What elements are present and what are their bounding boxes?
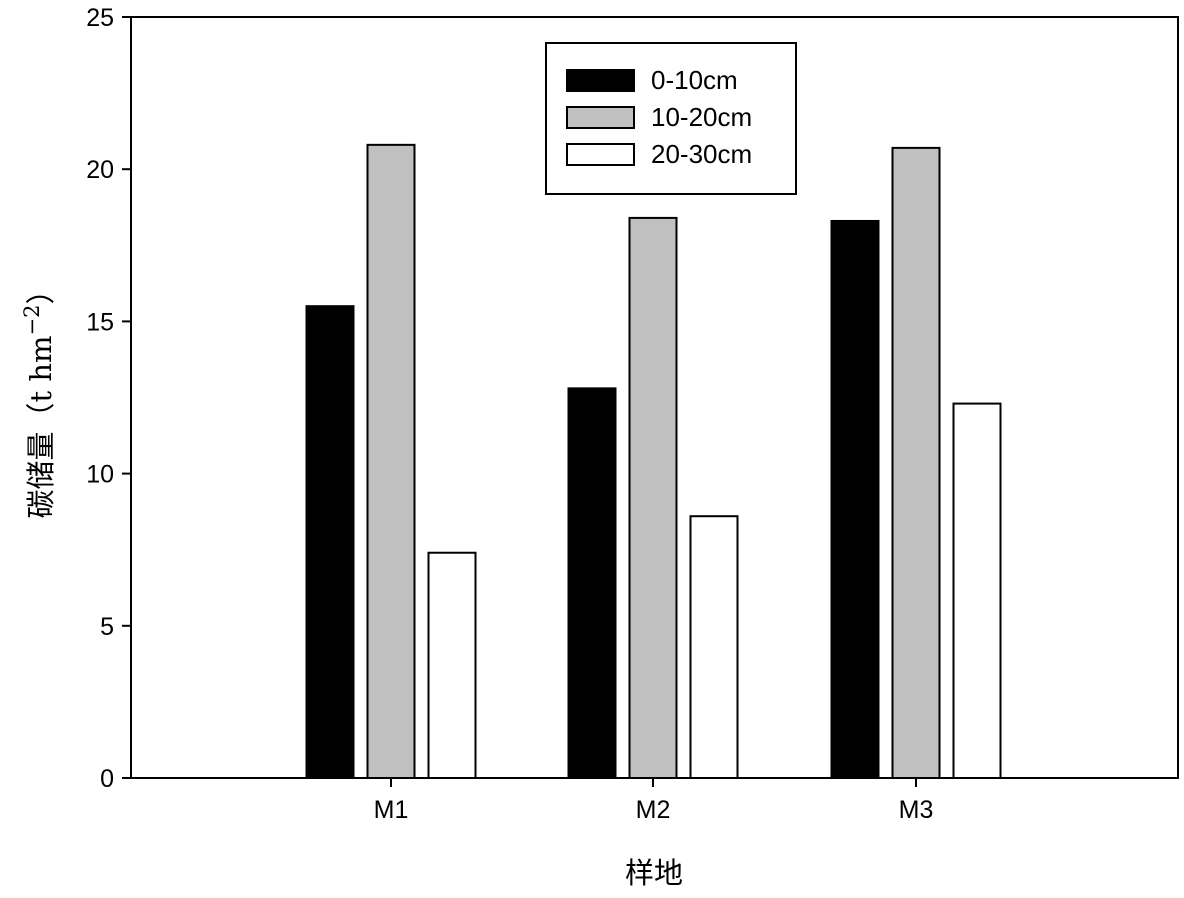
x-axis: M1 M2 M3 — [374, 778, 934, 824]
legend-swatch — [566, 143, 635, 166]
x-tick-label: M3 — [899, 796, 934, 824]
legend-swatch — [566, 69, 635, 92]
bars — [305, 143, 1002, 780]
x-axis-title: 样地 — [625, 856, 683, 890]
y-tick-label: 25 — [86, 4, 114, 32]
y-axis-title: 碳储量（t hm−2） — [20, 275, 58, 518]
bar — [830, 219, 880, 779]
y-axis-title-main: 碳储量（t hm — [24, 335, 58, 518]
legend-label: 20-30cm — [651, 139, 752, 169]
legend: 0-10cm 10-20cm 20-30cm — [545, 42, 797, 195]
bar — [689, 515, 739, 779]
bar — [366, 143, 416, 779]
legend-label: 0-10cm — [651, 65, 738, 95]
y-axis-title-close: ） — [24, 275, 58, 304]
y-tick-label: 15 — [86, 308, 114, 336]
bar — [628, 216, 678, 780]
bar — [567, 387, 617, 779]
bar — [305, 305, 355, 779]
y-axis-title-exponent: −2 — [20, 304, 44, 335]
x-tick-label: M2 — [636, 796, 671, 824]
legend-box — [545, 42, 797, 195]
bar — [427, 551, 477, 780]
y-tick-label: 10 — [86, 461, 114, 489]
x-tick-label: M1 — [374, 796, 409, 824]
bar — [891, 146, 941, 779]
y-tick-label: 5 — [100, 613, 114, 641]
y-tick-label: 20 — [86, 156, 114, 184]
legend-swatch — [566, 106, 635, 129]
y-tick-label: 0 — [100, 765, 114, 793]
bar — [952, 402, 1002, 779]
y-axis: 0 5 10 15 20 25 — [86, 4, 131, 793]
legend-label: 10-20cm — [651, 102, 752, 132]
